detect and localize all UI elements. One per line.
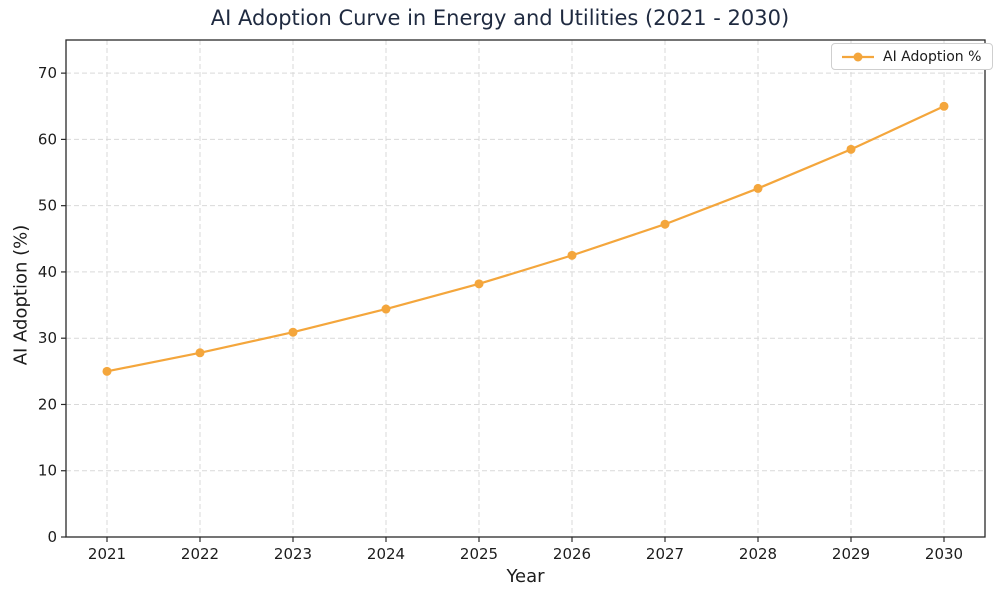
x-tick-label: 2029 — [832, 545, 870, 563]
series-line — [105, 105, 946, 373]
chart-title: AI Adoption Curve in Energy and Utilitie… — [210, 6, 790, 30]
x-tick-label: 2028 — [739, 545, 777, 563]
data-point-marker — [288, 327, 298, 337]
x-axis-label: Year — [506, 566, 545, 587]
y-axis-label: AI Adoption (%) — [10, 224, 32, 366]
data-point-marker — [846, 144, 856, 154]
data-point-marker — [381, 304, 391, 314]
x-tick-label: 2025 — [460, 545, 498, 563]
y-tick-label: 20 — [38, 395, 57, 413]
y-tick-label: 60 — [38, 130, 57, 148]
y-tick-label: 10 — [38, 462, 57, 480]
data-point-marker — [195, 348, 205, 358]
y-tick-label: 0 — [47, 528, 57, 546]
legend-label: AI Adoption % — [883, 48, 982, 65]
legend-line-marker-icon — [842, 52, 874, 61]
x-tick-label: 2024 — [367, 545, 405, 563]
y-tick-label: 70 — [38, 64, 57, 82]
x-tick-label: 2021 — [88, 545, 126, 563]
data-point-marker — [102, 366, 112, 376]
data-point-marker — [939, 101, 949, 111]
data-point-marker — [753, 183, 763, 193]
axes-frame — [65, 39, 986, 538]
x-tick-label: 2030 — [925, 545, 963, 563]
data-point-marker — [567, 250, 577, 260]
y-tick-label: 30 — [38, 329, 57, 347]
data-point-marker — [660, 219, 670, 229]
y-tick-label: 50 — [38, 197, 57, 215]
data-point-marker — [474, 279, 484, 289]
legend: AI Adoption % — [831, 43, 994, 70]
x-tick-label: 2022 — [181, 545, 219, 563]
x-tick-label: 2027 — [646, 545, 684, 563]
y-tick-label: 40 — [38, 263, 57, 281]
x-tick-label: 2026 — [553, 545, 591, 563]
x-tick-label: 2023 — [274, 545, 312, 563]
